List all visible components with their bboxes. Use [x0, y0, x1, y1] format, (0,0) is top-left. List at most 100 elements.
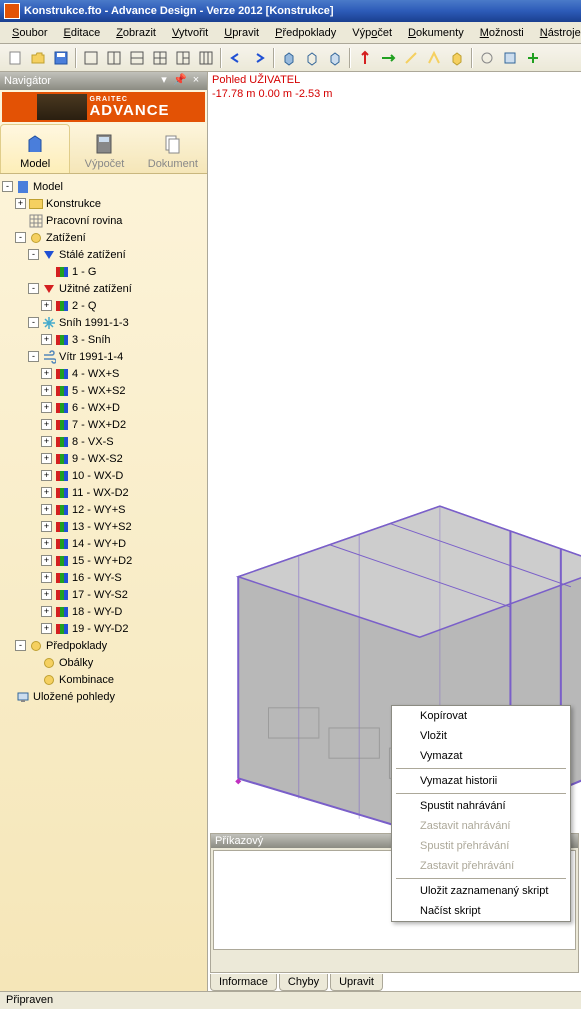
ctx-spustit-nahrávání[interactable]: Spustit nahrávání — [392, 796, 570, 816]
tree-item[interactable]: +8 - VX-S — [2, 433, 205, 450]
tree-item[interactable]: +7 - WX+D2 — [2, 416, 205, 433]
menu-nástroje[interactable]: Nástroje — [532, 25, 581, 41]
tree-toggle-icon[interactable]: + — [41, 572, 52, 583]
menu-zobrazit[interactable]: Zobrazit — [108, 25, 164, 41]
tree-toggle-icon[interactable]: + — [41, 402, 52, 413]
ctx-vymazat-historii[interactable]: Vymazat historii — [392, 771, 570, 791]
btab-upravit[interactable]: Upravit — [330, 974, 383, 991]
menu-možnosti[interactable]: Možnosti — [472, 25, 532, 41]
tree-item[interactable]: +Konstrukce — [2, 195, 205, 212]
tree-item[interactable]: +6 - WX+D — [2, 399, 205, 416]
tree-toggle-icon[interactable]: + — [41, 385, 52, 396]
nav-pin-icon[interactable]: 📌 — [173, 74, 187, 88]
tree-item[interactable]: -Model — [2, 178, 205, 195]
tree-toggle-icon[interactable]: + — [15, 198, 26, 209]
tree-toggle-icon[interactable]: - — [28, 351, 39, 362]
tb-draw1[interactable] — [400, 47, 422, 69]
tree-item[interactable]: +15 - WY+D2 — [2, 552, 205, 569]
tree-item[interactable]: +19 - WY-D2 — [2, 620, 205, 637]
ctx-uložit-zaznamenaný-skript[interactable]: Uložit zaznamenaný skript — [392, 881, 570, 901]
tree-item[interactable]: +11 - WX-D2 — [2, 484, 205, 501]
btab-chyby[interactable]: Chyby — [279, 974, 328, 991]
nav-tab-výpočet[interactable]: Výpočet — [70, 124, 138, 173]
tree-toggle-icon[interactable]: + — [41, 453, 52, 464]
tree-item[interactable]: Uložené pohledy — [2, 688, 205, 705]
tb-tool3[interactable] — [522, 47, 544, 69]
menu-výpočet[interactable]: Výpočet — [344, 25, 400, 41]
tree-item[interactable]: +17 - WY-S2 — [2, 586, 205, 603]
menu-předpoklady[interactable]: Předpoklady — [267, 25, 344, 41]
tree-item[interactable]: -Užitné zatížení — [2, 280, 205, 297]
tree-item[interactable]: +10 - WX-D — [2, 467, 205, 484]
tree-item[interactable]: +2 - Q — [2, 297, 205, 314]
tb-undo[interactable] — [225, 47, 247, 69]
tb-view3[interactable] — [126, 47, 148, 69]
tree-toggle-icon[interactable]: + — [41, 623, 52, 634]
tree-toggle-icon[interactable]: + — [41, 368, 52, 379]
tb-view1[interactable] — [80, 47, 102, 69]
tb-cube1[interactable] — [278, 47, 300, 69]
nav-tab-dokument[interactable]: Dokument — [139, 124, 207, 173]
menu-soubor[interactable]: Soubor — [4, 25, 55, 41]
tree-toggle-icon[interactable]: - — [28, 249, 39, 260]
btab-informace[interactable]: Informace — [210, 974, 277, 991]
tree-toggle-icon[interactable]: - — [15, 640, 26, 651]
tree-toggle-icon[interactable]: + — [41, 470, 52, 481]
menu-upravit[interactable]: Upravit — [216, 25, 267, 41]
ctx-vymazat[interactable]: Vymazat — [392, 746, 570, 766]
ctx-načíst-skript[interactable]: Načíst skript — [392, 901, 570, 921]
tree-toggle-icon[interactable]: + — [41, 606, 52, 617]
tree-item[interactable]: +5 - WX+S2 — [2, 382, 205, 399]
tb-axis-green[interactable] — [377, 47, 399, 69]
tree-item[interactable]: +12 - WY+S — [2, 501, 205, 518]
tree-toggle-icon[interactable]: + — [41, 436, 52, 447]
tree-item[interactable]: -Zatížení — [2, 229, 205, 246]
tree-toggle-icon[interactable]: - — [28, 283, 39, 294]
tree-toggle-icon[interactable]: + — [41, 487, 52, 498]
tree-item[interactable]: Kombinace — [2, 671, 205, 688]
menu-dokumenty[interactable]: Dokumenty — [400, 25, 472, 41]
model-tree[interactable]: -Model+KonstrukcePracovní rovina-Zatížen… — [0, 174, 207, 991]
tree-item[interactable]: +9 - WX-S2 — [2, 450, 205, 467]
ctx-kopírovat[interactable]: Kopírovat — [392, 706, 570, 726]
tb-open[interactable] — [27, 47, 49, 69]
tree-item[interactable]: +16 - WY-S — [2, 569, 205, 586]
tree-item[interactable]: +13 - WY+S2 — [2, 518, 205, 535]
nav-tab-model[interactable]: Model — [0, 124, 70, 173]
tb-new[interactable] — [4, 47, 26, 69]
nav-menu-icon[interactable]: ▾ — [157, 74, 171, 88]
menu-vytvořit[interactable]: Vytvořit — [164, 25, 216, 41]
tree-item[interactable]: +3 - Sníh — [2, 331, 205, 348]
tree-toggle-icon[interactable]: + — [41, 589, 52, 600]
tb-draw2[interactable] — [423, 47, 445, 69]
tb-redo[interactable] — [248, 47, 270, 69]
tb-save[interactable] — [50, 47, 72, 69]
tb-view6[interactable] — [195, 47, 217, 69]
tree-toggle-icon[interactable]: + — [41, 334, 52, 345]
tree-toggle-icon[interactable]: - — [15, 232, 26, 243]
tree-item[interactable]: -Sníh 1991-1-3 — [2, 314, 205, 331]
tree-item[interactable]: -Předpoklady — [2, 637, 205, 654]
tree-toggle-icon[interactable]: - — [28, 317, 39, 328]
tree-item[interactable]: 1 - G — [2, 263, 205, 280]
tb-view4[interactable] — [149, 47, 171, 69]
tree-item[interactable]: +18 - WY-D — [2, 603, 205, 620]
tree-toggle-icon[interactable]: + — [41, 300, 52, 311]
tb-tool1[interactable] — [476, 47, 498, 69]
tree-item[interactable]: +4 - WX+S — [2, 365, 205, 382]
menu-editace[interactable]: Editace — [55, 25, 108, 41]
tb-view2[interactable] — [103, 47, 125, 69]
nav-close-icon[interactable]: × — [189, 74, 203, 88]
tree-item[interactable]: -Stálé zatížení — [2, 246, 205, 263]
ctx-vložit[interactable]: Vložit — [392, 726, 570, 746]
tree-item[interactable]: +14 - WY+D — [2, 535, 205, 552]
tree-toggle-icon[interactable]: + — [41, 521, 52, 532]
tree-item[interactable]: Pracovní rovina — [2, 212, 205, 229]
tree-toggle-icon[interactable]: + — [41, 504, 52, 515]
tree-item[interactable]: Obálky — [2, 654, 205, 671]
tree-toggle-icon[interactable]: - — [2, 181, 13, 192]
tb-cube2[interactable] — [301, 47, 323, 69]
tb-cube4[interactable] — [446, 47, 468, 69]
tb-view5[interactable] — [172, 47, 194, 69]
tb-cube3[interactable] — [324, 47, 346, 69]
